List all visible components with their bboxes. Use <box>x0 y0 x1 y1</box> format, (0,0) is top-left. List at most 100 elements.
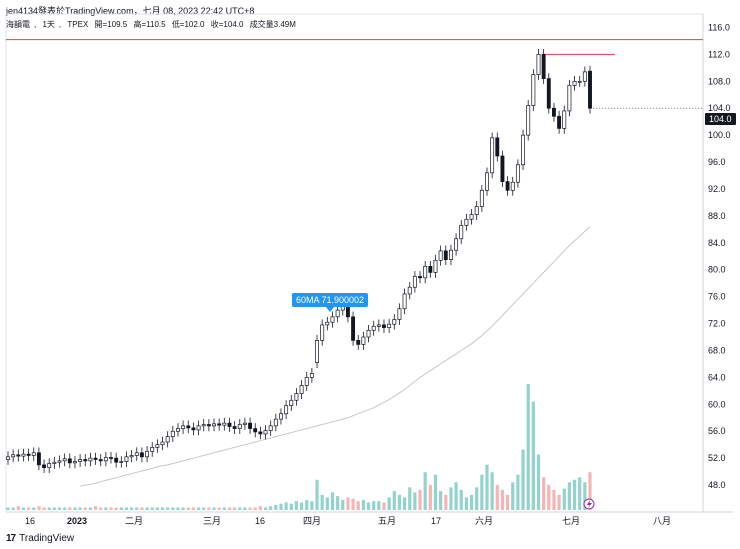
candle-body <box>145 451 150 458</box>
candle-body <box>42 464 46 468</box>
volume-bar <box>11 507 15 510</box>
candle-body <box>366 329 371 338</box>
candle-body <box>397 308 402 320</box>
volume-bar <box>186 507 190 510</box>
candle-body <box>541 54 546 79</box>
candle-body <box>500 155 505 182</box>
volume-bar <box>449 487 453 510</box>
volume-bar <box>402 497 407 510</box>
candle-body <box>382 324 386 328</box>
candle-body <box>438 250 443 261</box>
legend-interval: 1天 <box>42 20 55 29</box>
candle-body <box>165 436 170 443</box>
candle-body <box>577 80 582 83</box>
y-tick-label: 76.0 <box>708 292 726 302</box>
y-tick-label: 96.0 <box>708 157 726 167</box>
volume-bar <box>433 474 438 510</box>
volume-bar <box>181 507 185 510</box>
volume-bar <box>475 487 479 510</box>
volume-bar <box>377 501 381 510</box>
candle-body <box>26 453 31 456</box>
candle-body <box>284 405 289 415</box>
candle-body <box>150 447 155 452</box>
volume-bar <box>145 507 149 510</box>
volume-bar <box>511 482 515 510</box>
candle-body <box>155 444 160 448</box>
candle-body <box>186 425 191 429</box>
candle-body <box>562 110 567 129</box>
candle-body <box>21 453 26 457</box>
candle-body <box>268 425 273 431</box>
volume-bar <box>387 497 391 510</box>
y-tick-label: 100.0 <box>708 130 731 140</box>
volume-bar <box>263 507 268 510</box>
y-tick-label: 84.0 <box>708 238 726 248</box>
volume-bar <box>47 507 51 510</box>
volume-bar <box>351 498 355 510</box>
y-tick-label: 80.0 <box>708 265 726 275</box>
candle-body <box>263 430 268 435</box>
volume-bar <box>315 479 319 510</box>
candle-body <box>134 452 139 456</box>
volume-bar <box>361 499 365 510</box>
volume-bar <box>392 491 396 510</box>
volume-bar <box>583 482 587 510</box>
volume-bar <box>408 487 412 510</box>
symbol-legend: 海韻電, 1天, TPEX 開=109.5 高=110.5 低=102.0 收=… <box>6 20 296 29</box>
candle-body <box>474 206 479 215</box>
candle-body <box>371 325 376 331</box>
volume-bar <box>495 484 499 510</box>
volume-bar <box>21 507 26 510</box>
candle-body <box>191 427 196 431</box>
candle-body <box>428 266 433 273</box>
candle-body <box>139 452 144 458</box>
y-tick-label: 112.0 <box>708 49 730 59</box>
candle-body <box>567 84 572 112</box>
volume-bar <box>557 494 561 510</box>
volume-bar <box>305 499 309 510</box>
volume-bar <box>243 507 247 510</box>
volume-bar <box>588 472 592 510</box>
candle-body <box>114 457 119 463</box>
candle-body <box>557 115 562 129</box>
volume-bar <box>191 507 196 510</box>
candle-body <box>479 189 484 207</box>
legend-low: 低=102.0 <box>171 20 205 29</box>
candle-body <box>124 456 129 462</box>
volume-bar <box>366 502 371 510</box>
x-tick-label: 五月 <box>378 516 396 526</box>
publish-info: jen4134發表於TradingView.com，七月 08, 2023 22… <box>6 6 255 16</box>
candle-body <box>222 422 227 426</box>
volume-bar <box>485 464 489 510</box>
candle-body <box>505 181 510 191</box>
volume-bar <box>207 507 211 510</box>
legend-symbol: 海韻電 <box>6 20 30 29</box>
candle-body <box>98 459 103 462</box>
candle-body <box>6 456 10 460</box>
volume-bar <box>109 507 113 510</box>
candle-body <box>433 259 438 273</box>
candle-body <box>387 323 392 328</box>
ma60-line <box>79 226 591 487</box>
volume-bar <box>176 507 180 510</box>
candle-body <box>459 224 464 240</box>
candle-body <box>119 461 124 463</box>
volume-bar <box>32 507 36 510</box>
volume-bar <box>320 494 324 510</box>
volume-bar <box>542 477 546 510</box>
volume-bar <box>552 489 556 510</box>
volume-bar <box>269 506 273 510</box>
candle-body <box>351 316 356 341</box>
candle-body <box>299 385 304 394</box>
x-tick-label: 四月 <box>303 516 321 526</box>
y-tick-label: 64.0 <box>708 372 726 382</box>
candle-body <box>335 309 340 318</box>
candle-body <box>196 425 201 431</box>
volume-bar <box>413 492 417 510</box>
candle-body <box>325 321 330 326</box>
volume-bar <box>37 506 41 510</box>
volume-bar <box>140 507 144 510</box>
volume-bar <box>42 507 46 510</box>
candle-body <box>304 377 309 386</box>
